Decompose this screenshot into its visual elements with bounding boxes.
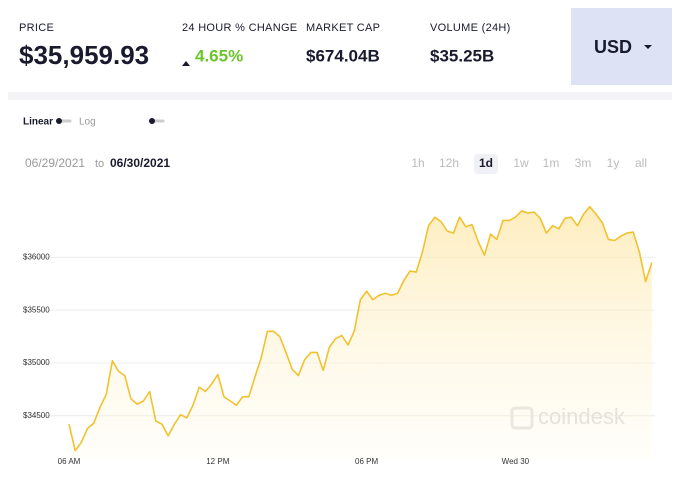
up-triangle xyxy=(182,61,190,66)
range-active-bg xyxy=(474,154,498,174)
stat-label: 24 HOUR % CHANGE xyxy=(182,22,297,34)
header-bar xyxy=(0,0,680,98)
toggle-label: Linear xyxy=(23,117,53,128)
currency-label[interactable]: USD xyxy=(594,37,632,57)
stat-value: 4.65% xyxy=(195,46,243,65)
stat-label: MARKET CAP xyxy=(306,22,380,34)
range-button[interactable]: 1w xyxy=(513,156,529,170)
range-button[interactable]: 1h xyxy=(411,156,424,170)
y-tick-label: $35000 xyxy=(23,358,50,367)
range-button[interactable]: all xyxy=(635,156,647,170)
stat-label: PRICE xyxy=(19,22,54,34)
date-from: 06/29/2021 xyxy=(25,156,85,170)
y-tick-label: $34500 xyxy=(23,411,50,420)
range-button[interactable]: 1d xyxy=(479,156,493,170)
x-tick-label: 06 PM xyxy=(355,457,378,466)
y-tick-label: $35500 xyxy=(23,305,50,314)
y-tick-label: $36000 xyxy=(23,252,50,261)
range-button[interactable]: 12h xyxy=(439,156,459,170)
range-button[interactable]: 1m xyxy=(543,156,560,170)
x-tick-label: 12 PM xyxy=(206,457,229,466)
toggle-label: Log xyxy=(79,117,96,128)
dropdown-caret xyxy=(644,45,652,49)
range-button[interactable]: 3m xyxy=(575,156,592,170)
range-button[interactable]: 1y xyxy=(607,156,620,170)
x-tick-label: 06 AM xyxy=(58,457,81,466)
header-shadow xyxy=(8,92,672,100)
area-fill xyxy=(69,206,652,458)
stat-label: VOLUME (24H) xyxy=(430,22,511,34)
toggle-knob xyxy=(56,118,62,124)
toggle-knob xyxy=(149,118,155,124)
x-tick-label: Wed 30 xyxy=(502,457,530,466)
stat-value: $35,959.93 xyxy=(19,40,149,70)
stat-value: $674.04B xyxy=(306,46,380,65)
currency-button[interactable] xyxy=(571,8,672,85)
date-to-word: to xyxy=(95,158,104,170)
price-line xyxy=(68,205,653,452)
stat-value: $35.25B xyxy=(430,46,494,65)
date-to: 06/30/2021 xyxy=(110,156,170,170)
